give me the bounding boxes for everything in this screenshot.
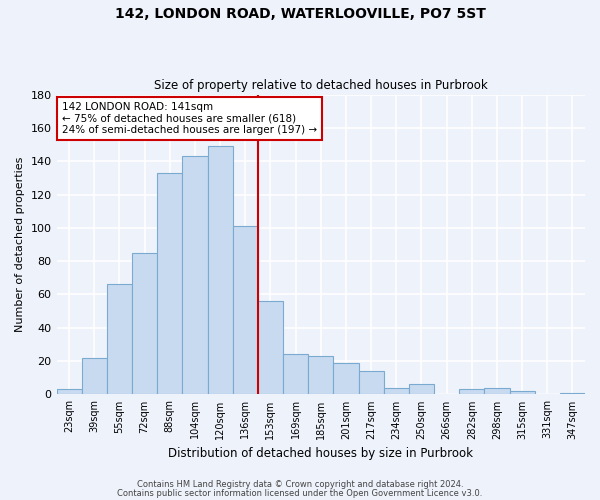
Bar xyxy=(157,173,182,394)
Bar xyxy=(283,354,308,395)
Bar xyxy=(233,226,258,394)
Bar xyxy=(359,371,383,394)
Bar xyxy=(383,388,409,394)
Text: Contains HM Land Registry data © Crown copyright and database right 2024.: Contains HM Land Registry data © Crown c… xyxy=(137,480,463,489)
Bar xyxy=(258,301,283,394)
Y-axis label: Number of detached properties: Number of detached properties xyxy=(15,157,25,332)
Text: 142, LONDON ROAD, WATERLOOVILLE, PO7 5ST: 142, LONDON ROAD, WATERLOOVILLE, PO7 5ST xyxy=(115,8,485,22)
Text: 142 LONDON ROAD: 141sqm
← 75% of detached houses are smaller (618)
24% of semi-d: 142 LONDON ROAD: 141sqm ← 75% of detache… xyxy=(62,102,317,136)
Bar xyxy=(182,156,208,394)
Bar xyxy=(308,356,334,395)
X-axis label: Distribution of detached houses by size in Purbrook: Distribution of detached houses by size … xyxy=(168,447,473,460)
Title: Size of property relative to detached houses in Purbrook: Size of property relative to detached ho… xyxy=(154,79,488,92)
Bar xyxy=(484,388,509,394)
Bar xyxy=(560,393,585,394)
Bar xyxy=(56,390,82,394)
Bar xyxy=(208,146,233,394)
Bar xyxy=(132,253,157,394)
Bar xyxy=(334,363,359,394)
Bar xyxy=(107,284,132,395)
Text: Contains public sector information licensed under the Open Government Licence v3: Contains public sector information licen… xyxy=(118,489,482,498)
Bar xyxy=(409,384,434,394)
Bar xyxy=(459,390,484,394)
Bar xyxy=(82,358,107,395)
Bar xyxy=(509,391,535,394)
